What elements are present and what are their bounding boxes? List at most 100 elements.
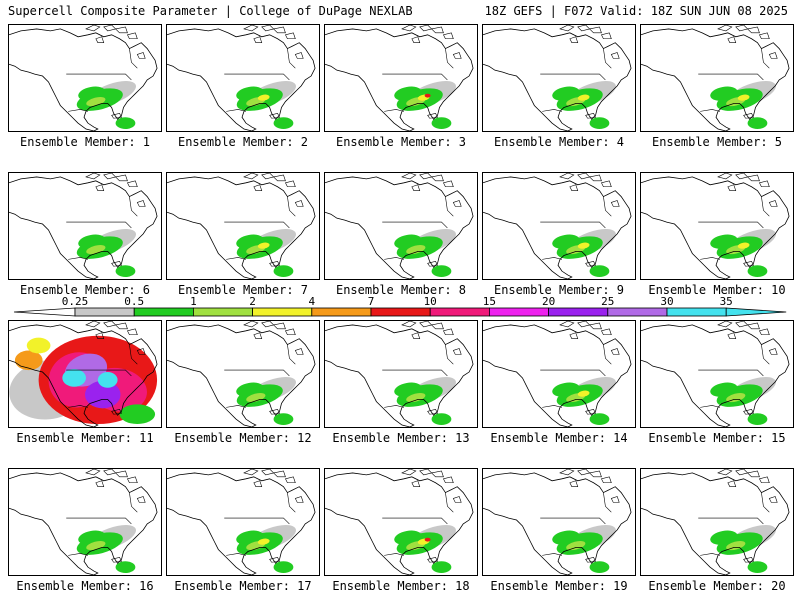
island-outline xyxy=(261,25,275,32)
member-map-svg xyxy=(641,173,790,279)
member-caption: Ensemble Member: 12 xyxy=(174,431,312,445)
coastline xyxy=(9,28,158,131)
island-outline xyxy=(419,469,433,476)
island-outline xyxy=(85,469,101,476)
member-caption: Ensemble Member: 17 xyxy=(174,579,312,593)
island-outline xyxy=(610,348,620,355)
coastline xyxy=(9,176,158,279)
legend-tick-label: 10 xyxy=(424,295,437,308)
member-caption: Ensemble Member: 4 xyxy=(493,135,625,149)
island-outline xyxy=(272,26,286,34)
member-map-svg xyxy=(483,469,632,575)
country-border xyxy=(224,196,296,260)
island-outline xyxy=(427,260,438,267)
coastline xyxy=(167,472,316,575)
ensemble-member-map xyxy=(324,468,478,576)
island-outline xyxy=(401,173,417,180)
island-outline xyxy=(127,476,138,484)
ensemble-member-map xyxy=(324,172,478,280)
island-outline xyxy=(401,321,417,328)
legend-tick-label: 1 xyxy=(190,295,197,308)
island-outline xyxy=(452,200,462,207)
member-map-svg xyxy=(483,173,632,279)
field-green-area xyxy=(552,234,580,249)
island-outline xyxy=(768,496,778,503)
island-outline xyxy=(111,408,122,415)
ensemble-member-map xyxy=(640,468,794,576)
member-caption: Ensemble Member: 7 xyxy=(177,283,309,297)
field-yellow-area xyxy=(737,94,750,101)
island-outline xyxy=(427,556,438,563)
island-outline xyxy=(743,408,754,415)
island-outline xyxy=(588,322,602,330)
legend-color-segment xyxy=(607,307,668,317)
member-caption: Ensemble Member: 18 xyxy=(332,579,470,593)
coastline xyxy=(641,176,790,279)
field-green-area xyxy=(236,234,264,249)
island-outline xyxy=(768,52,778,59)
field-green-area xyxy=(552,530,580,545)
island-outline xyxy=(136,496,146,503)
member-map-svg xyxy=(167,469,316,575)
ensemble-member-map xyxy=(166,320,320,428)
island-outline xyxy=(285,32,296,40)
island-outline xyxy=(95,480,105,487)
legend-color-segment xyxy=(370,307,431,317)
country-border xyxy=(66,196,138,260)
island-outline xyxy=(419,173,433,180)
island-outline xyxy=(136,348,146,355)
island-outline xyxy=(136,52,146,59)
island-outline xyxy=(569,184,579,191)
island-outline xyxy=(85,321,101,328)
member-map-svg xyxy=(641,25,790,131)
member-caption: Ensemble Member: 14 xyxy=(490,431,628,445)
island-outline xyxy=(294,496,304,503)
island-outline xyxy=(727,184,737,191)
legend-tick-label: 0.5 xyxy=(124,295,144,308)
island-outline xyxy=(585,556,596,563)
island-outline xyxy=(85,25,101,32)
coastline xyxy=(325,324,474,427)
island-outline xyxy=(243,173,259,180)
island-outline xyxy=(717,321,733,328)
field-green-area xyxy=(273,413,294,426)
island-outline xyxy=(285,476,296,484)
island-outline xyxy=(585,112,596,119)
valid-time: 18Z GEFS | F072 Valid: 18Z SUN JUN 08 20… xyxy=(484,4,788,18)
legend-tick-label: 25 xyxy=(601,295,614,308)
island-outline xyxy=(601,32,612,40)
island-outline xyxy=(285,180,296,188)
field-purple-area xyxy=(85,380,121,409)
island-outline xyxy=(443,180,454,188)
island-outline xyxy=(294,200,304,207)
island-outline xyxy=(452,496,462,503)
field-green-area xyxy=(710,382,738,397)
country-border xyxy=(540,48,612,112)
field-green-area xyxy=(710,530,738,545)
member-map-svg xyxy=(641,321,790,427)
country-border xyxy=(698,48,770,112)
island-outline xyxy=(401,469,417,476)
island-outline xyxy=(269,112,280,119)
island-outline xyxy=(759,476,770,484)
country-border xyxy=(540,196,612,260)
field-green-area xyxy=(747,117,768,130)
island-outline xyxy=(127,180,138,188)
member-map-svg xyxy=(9,25,158,131)
coastline xyxy=(641,28,790,131)
country-border xyxy=(382,492,454,556)
coastline xyxy=(641,324,790,427)
field-green-area xyxy=(115,265,136,278)
field-green-area xyxy=(589,561,610,574)
island-outline xyxy=(735,469,749,476)
ensemble-member-map xyxy=(8,24,162,132)
island-outline xyxy=(261,469,275,476)
legend-tick-label: 15 xyxy=(483,295,496,308)
field-red-area xyxy=(424,537,431,542)
island-outline xyxy=(559,469,575,476)
country-border xyxy=(382,344,454,408)
island-outline xyxy=(559,25,575,32)
ensemble-member-map xyxy=(482,172,636,280)
legend-tick-label: 35 xyxy=(720,295,733,308)
island-outline xyxy=(95,184,105,191)
